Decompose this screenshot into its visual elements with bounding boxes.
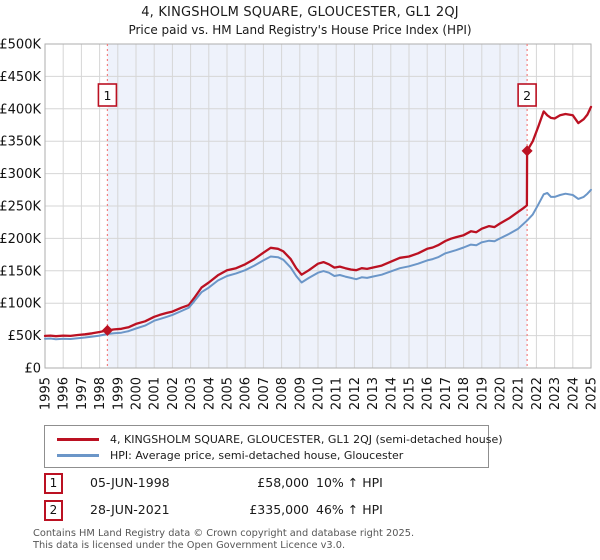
x-tick-label: 2009: [293, 377, 308, 410]
x-tick-label: 2019: [475, 377, 490, 410]
hpi-series-swatch: [57, 453, 99, 457]
y-tick-label: £500K: [0, 38, 41, 53]
footer-line-1: Contains HM Land Registry data © Crown c…: [33, 528, 415, 539]
legend-item-hpi: HPI: Average price, semi-detached house,…: [57, 447, 488, 463]
transaction-row-1: 1 05-JUN-1998 £58,000 10% ↑ HPI: [44, 473, 564, 494]
x-tick-label: 1997: [75, 377, 90, 410]
x-tick-label: 2007: [257, 377, 272, 410]
x-tick-label: 2022: [530, 377, 545, 410]
event-badge-label-2: 2: [523, 88, 531, 103]
legend-item-property: 4, KINGSHOLM SQUARE, GLOUCESTER, GL1 2QJ…: [57, 431, 503, 447]
property-series-line: [43, 105, 593, 338]
x-tick-label: 2008: [275, 377, 290, 410]
event-badge-label-1: 1: [103, 88, 111, 103]
transaction-1-hpi-delta: 10% ↑ HPI: [316, 475, 383, 490]
y-tick-label: £300K: [0, 167, 41, 182]
x-tick-label: 2020: [494, 377, 509, 410]
sale-marker-1: [101, 324, 113, 336]
property-series-swatch: [57, 437, 99, 441]
legend-label-property: 4, KINGSHOLM SQUARE, GLOUCESTER, GL1 2QJ…: [110, 432, 503, 446]
y-tick-label: £350K: [0, 135, 41, 150]
transaction-row-2: 2 28-JUN-2021 £335,000 46% ↑ HPI: [44, 500, 564, 521]
x-tick-label: 2000: [130, 377, 145, 410]
x-tick-label: 2011: [330, 377, 345, 410]
footer-line-2: This data is licensed under the Open Gov…: [33, 539, 346, 551]
transaction-2-date: 28-JUN-2021: [90, 502, 170, 517]
plot-border: [44, 43, 592, 369]
y-tick-label: £100K: [0, 297, 41, 312]
legend-label-hpi: HPI: Average price, semi-detached house,…: [110, 448, 404, 462]
x-tick-label: 1999: [111, 377, 126, 410]
x-tick-label: 2015: [403, 377, 418, 410]
legend: 4, KINGSHOLM SQUARE, GLOUCESTER, GL1 2QJ…: [44, 425, 503, 468]
footer: Contains HM Land Registry data © Crown c…: [33, 528, 414, 552]
transaction-2-hpi-delta: 46% ↑ HPI: [316, 502, 383, 517]
x-tick-label: 2005: [221, 377, 236, 410]
chart-title: 4, KINGSHOLM SQUARE, GLOUCESTER, GL1 2QJ: [141, 5, 459, 20]
x-tick-label: 2023: [548, 377, 563, 410]
x-tick-label: 2004: [202, 377, 217, 410]
y-tick-label: £150K: [0, 264, 41, 279]
x-tick-label: 2021: [512, 377, 527, 410]
event-badge-1: [97, 83, 118, 107]
transaction-1-price: £58,000: [257, 475, 309, 490]
y-tick-label: £50K: [8, 329, 42, 344]
x-tick-label: 2001: [148, 377, 163, 410]
x-tick-label: 2010: [312, 377, 327, 410]
x-tick-label: 2016: [421, 377, 436, 410]
x-tick-label: 2003: [184, 377, 199, 410]
x-tick-label: 2017: [439, 377, 454, 410]
x-tick-label: 2012: [348, 377, 363, 410]
chart-subtitle: Price paid vs. HM Land Registry's House …: [128, 23, 472, 37]
x-tick-label: 1998: [93, 377, 108, 410]
x-tick-label: 2025: [585, 377, 600, 410]
y-tick-label: £250K: [0, 200, 41, 215]
x-tick-label: 2018: [457, 377, 472, 410]
transaction-1-date: 05-JUN-1998: [90, 475, 170, 490]
y-tick-label: £0: [24, 362, 41, 377]
x-tick-label: 2014: [384, 377, 399, 410]
transaction-1-number-badge: 1: [44, 473, 63, 494]
y-tick-label: £400K: [0, 102, 41, 117]
x-tick-label: 1996: [57, 377, 72, 410]
x-tick-label: 2013: [366, 377, 381, 410]
price-chart: 1 2 £0 £50K £100K £150K £200K £250K £300K £350K £4…: [0, 38, 600, 411]
transaction-2-number-badge: 2: [44, 500, 63, 521]
x-tick-label: 2002: [166, 377, 181, 410]
y-tick-label: £450K: [0, 70, 41, 85]
x-tick-label: 1995: [39, 377, 54, 410]
transaction-2-price: £335,000: [249, 502, 309, 517]
y-tick-label: £200K: [0, 232, 41, 247]
hpi-series-line: [44, 188, 592, 341]
x-tick-label: 2006: [239, 377, 254, 410]
x-tick-label: 2024: [566, 377, 581, 410]
event-badge-2: [517, 83, 537, 107]
sale-marker-2: [521, 145, 533, 157]
